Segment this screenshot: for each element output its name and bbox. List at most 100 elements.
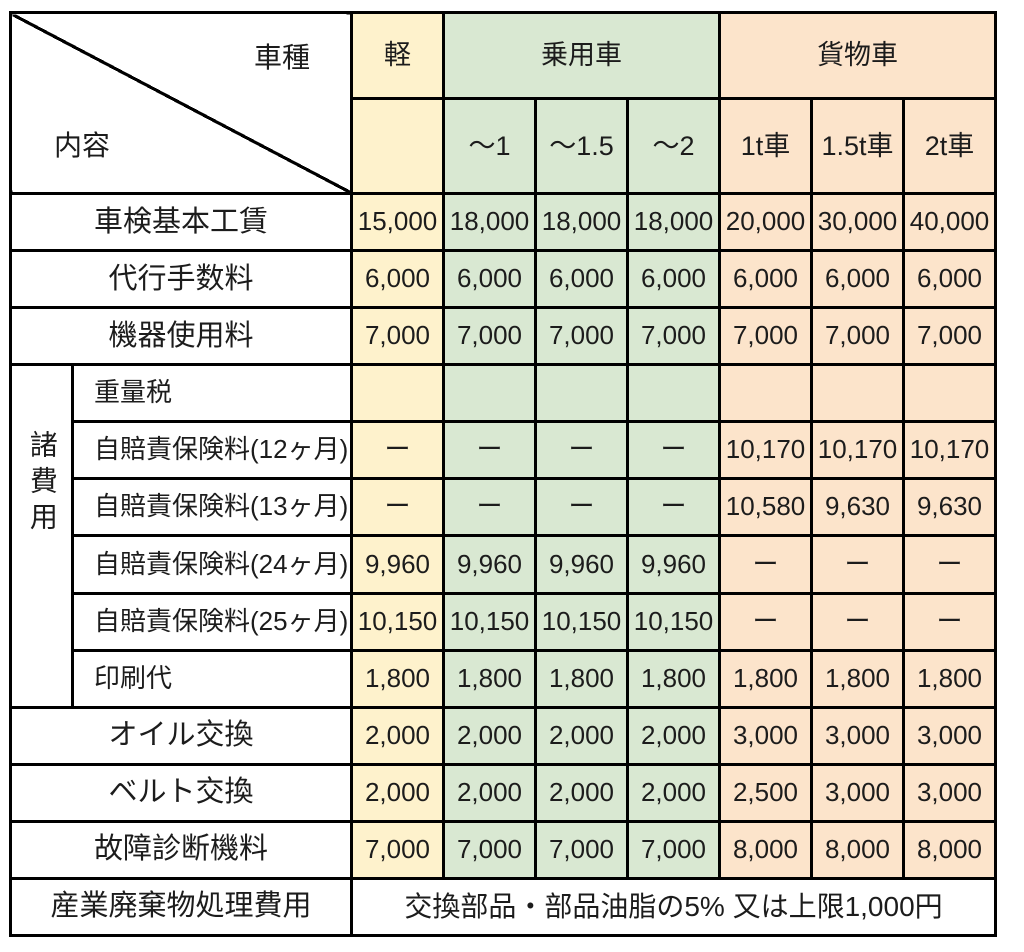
header-cargo-2t: 2t車 <box>902 97 997 196</box>
value-cell: 1,800 <box>810 648 905 709</box>
value-cell: 10,170 <box>902 420 997 481</box>
table-row: 諸費用 重量税 <box>9 363 997 709</box>
value-cell: 6,000 <box>442 249 537 310</box>
footer-note-cell: 交換部品・部品油脂の5% 又は上限1,000円 <box>350 876 997 938</box>
value-cell: 6,000 <box>902 249 997 310</box>
value-cell: ー <box>718 534 813 595</box>
row-sublabel: 重量税 <box>71 363 353 424</box>
value-cell <box>350 363 445 424</box>
value-cell: 6,000 <box>718 249 813 310</box>
value-cell: 2,000 <box>534 762 629 823</box>
value-cell: 30,000 <box>810 192 905 253</box>
value-cell <box>534 363 629 424</box>
value-cell: ー <box>626 477 721 538</box>
value-cell <box>810 363 905 424</box>
table-row: 故障診断機料 7,000 7,000 7,000 7,000 8,000 8,0… <box>9 819 997 880</box>
value-cell: 7,000 <box>350 819 445 880</box>
value-cell: 7,000 <box>810 306 905 367</box>
value-cell: 9,960 <box>442 534 537 595</box>
value-cell <box>442 363 537 424</box>
value-cell: 6,000 <box>534 249 629 310</box>
value-cell: 6,000 <box>810 249 905 310</box>
value-cell: 2,500 <box>718 762 813 823</box>
value-cell: 7,000 <box>902 306 997 367</box>
header-passenger-1: ～1 <box>442 97 537 196</box>
value-cell: 10,150 <box>534 591 629 652</box>
value-cell: 18,000 <box>534 192 629 253</box>
value-cell: ー <box>350 477 445 538</box>
value-cell: 3,000 <box>902 762 997 823</box>
row-sublabel: 自賠責保険料(13ヶ月) <box>71 477 353 538</box>
value-cell: 1,800 <box>534 648 629 709</box>
value-cell: 2,000 <box>626 705 721 766</box>
table-row: 車検基本工賃 15,000 18,000 18,000 18,000 20,00… <box>9 192 997 253</box>
value-cell: 7,000 <box>718 306 813 367</box>
table-row: 機器使用料 7,000 7,000 7,000 7,000 7,000 7,00… <box>9 306 997 367</box>
value-cell: ー <box>442 477 537 538</box>
corner-label-content: 内容 <box>54 129 111 161</box>
value-cell: 3,000 <box>810 762 905 823</box>
row-label: ベルト交換 <box>9 762 353 823</box>
value-cell: 10,170 <box>810 420 905 481</box>
value-cell: 9,960 <box>534 534 629 595</box>
value-cell: ー <box>626 420 721 481</box>
row-label: 代行手数料 <box>9 249 353 310</box>
value-cell: 2,000 <box>626 762 721 823</box>
value-cell <box>626 363 721 424</box>
row-label: オイル交換 <box>9 705 353 766</box>
table-row: オイル交換 2,000 2,000 2,000 2,000 3,000 3,00… <box>9 705 997 766</box>
value-cell: 9,630 <box>810 477 905 538</box>
value-cell: 7,000 <box>442 819 537 880</box>
group-label-expenses: 諸費用 <box>9 363 74 709</box>
table-row: 印刷代 1,800 1,800 1,800 1,800 1,800 1,800 … <box>11 648 997 709</box>
value-cell: 2,000 <box>350 762 445 823</box>
value-cell: 9,960 <box>350 534 445 595</box>
value-cell: 7,000 <box>626 306 721 367</box>
value-cell: ー <box>810 591 905 652</box>
header-passenger-group: 乗用車 <box>442 10 721 101</box>
row-label: 産業廃棄物処理費用 <box>9 876 353 938</box>
value-cell: 18,000 <box>442 192 537 253</box>
value-cell: 10,580 <box>718 477 813 538</box>
value-cell: 2,000 <box>350 705 445 766</box>
value-cell: 9,960 <box>626 534 721 595</box>
value-cell: 7,000 <box>442 306 537 367</box>
value-cell: ー <box>902 591 997 652</box>
vehicle-inspection-price-table: 車種 内容 軽 乗用車 貨物車 ～1 ～1.5 ～2 1t車 1.5t車 2t車… <box>9 10 997 938</box>
value-cell: 10,150 <box>626 591 721 652</box>
value-cell: 3,000 <box>718 705 813 766</box>
header-row-groups: 車種 内容 軽 乗用車 貨物車 <box>9 10 997 196</box>
value-cell: 15,000 <box>350 192 445 253</box>
header-cargo-group: 貨物車 <box>718 10 997 101</box>
value-cell: ー <box>902 534 997 595</box>
table-row: ベルト交換 2,000 2,000 2,000 2,000 2,500 3,00… <box>9 762 997 823</box>
table-row: 自賠責保険料(12ヶ月) ー ー ー ー 10,170 10,170 10,17… <box>11 420 997 481</box>
value-cell: 1,800 <box>718 648 813 709</box>
value-cell: 2,000 <box>442 762 537 823</box>
value-cell: 7,000 <box>350 306 445 367</box>
value-cell: ー <box>718 591 813 652</box>
header-cargo-1-5t: 1.5t車 <box>810 97 905 196</box>
row-label: 故障診断機料 <box>9 819 353 880</box>
header-row-subcolumns: ～1 ～1.5 ～2 1t車 1.5t車 2t車 <box>11 97 997 196</box>
header-passenger-1-5: ～1.5 <box>534 97 629 196</box>
header-cargo-1t: 1t車 <box>718 97 813 196</box>
group-label-vertical-text: 諸費用 <box>26 430 58 539</box>
corner-label-vehicle-type: 車種 <box>253 42 310 73</box>
value-cell: 8,000 <box>810 819 905 880</box>
value-cell: 6,000 <box>350 249 445 310</box>
table-row: 自賠責保険料(25ヶ月) 10,150 10,150 10,150 10,150… <box>11 591 997 652</box>
row-sublabel: 自賠責保険料(25ヶ月) <box>71 591 353 652</box>
value-cell: 18,000 <box>626 192 721 253</box>
value-cell: ー <box>534 420 629 481</box>
value-cell: 9,630 <box>902 477 997 538</box>
value-cell: 1,800 <box>626 648 721 709</box>
value-cell: 10,170 <box>718 420 813 481</box>
value-cell: ー <box>442 420 537 481</box>
value-cell: 10,150 <box>350 591 445 652</box>
table-row: 自賠責保険料(24ヶ月) 9,960 9,960 9,960 9,960 ー ー… <box>11 534 997 595</box>
value-cell: ー <box>534 477 629 538</box>
header-passenger-2: ～2 <box>626 97 721 196</box>
value-cell: ー <box>350 420 445 481</box>
value-cell: 2,000 <box>442 705 537 766</box>
